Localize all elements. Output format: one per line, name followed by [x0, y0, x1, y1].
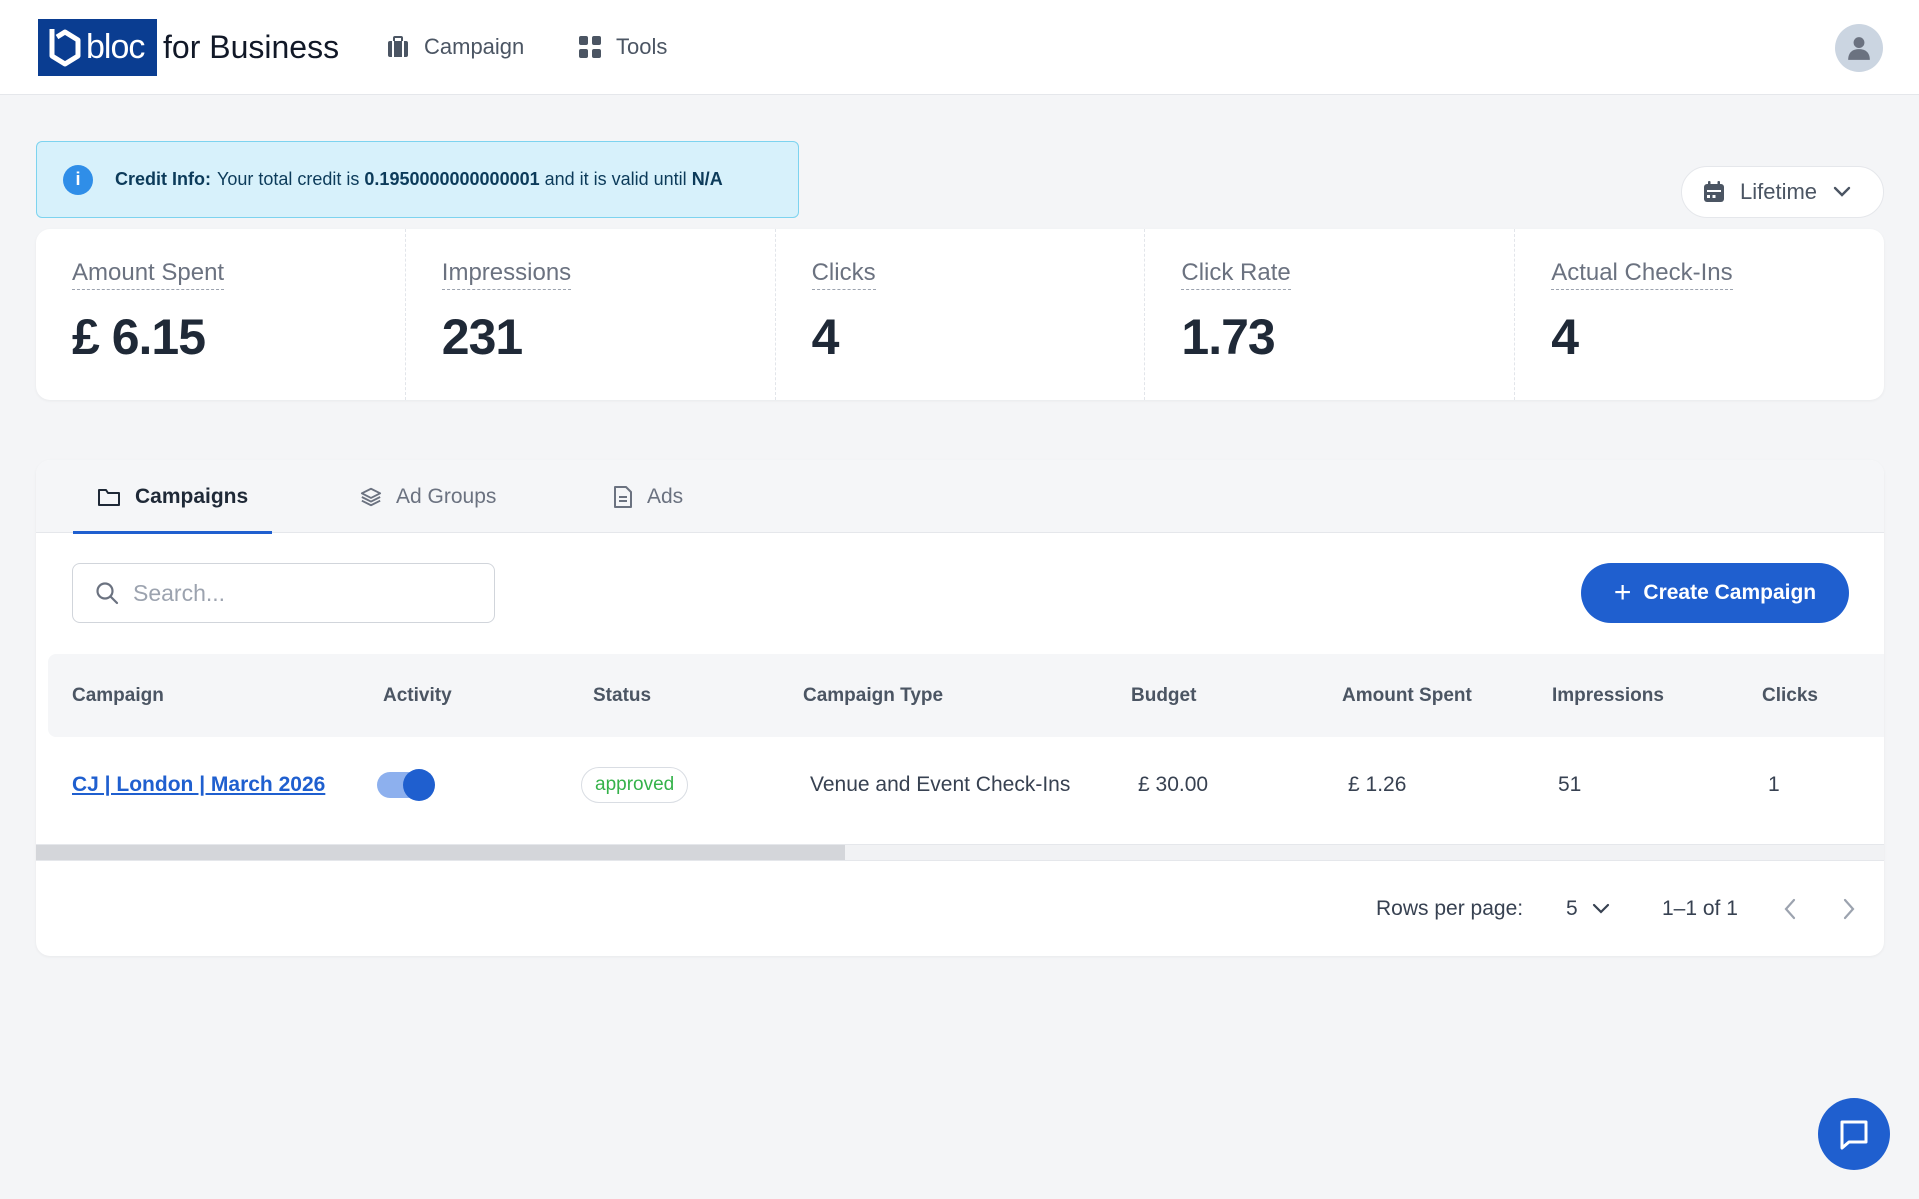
col-campaign[interactable]: Campaign: [72, 684, 164, 706]
metric-click-rate: Click Rate 1.73: [1145, 229, 1516, 400]
chevron-right-icon: [1843, 898, 1855, 920]
briefcase-icon: [388, 36, 408, 57]
toggle-knob: [403, 769, 435, 801]
nav-tools[interactable]: Tools: [578, 28, 667, 66]
rows-per-page-select[interactable]: 5: [1566, 861, 1610, 956]
nav-campaign-label: Campaign: [424, 34, 525, 59]
cell-campaign-type: Venue and Event Check-Ins: [810, 773, 1071, 796]
cell-impressions: 51: [1558, 773, 1582, 796]
credit-text-1: Your total credit is: [217, 169, 360, 189]
prev-page-button[interactable]: [1783, 861, 1797, 956]
top-header: bloc for Business Campaign Tools: [0, 0, 1919, 95]
col-budget[interactable]: Budget: [1131, 684, 1197, 706]
tab-label: Ads: [647, 484, 684, 508]
cell-amount-spent: £ 1.26: [1348, 773, 1407, 796]
credit-label: Credit Info:: [115, 169, 211, 189]
metric-amount-spent: Amount Spent £ 6.15: [36, 229, 406, 400]
user-avatar[interactable]: [1835, 24, 1883, 72]
metric-impressions: Impressions 231: [406, 229, 776, 400]
metric-label[interactable]: Clicks: [811, 259, 876, 290]
credit-valid-until: N/A: [691, 169, 723, 189]
document-icon: [614, 485, 632, 508]
logo[interactable]: bloc for Business: [38, 19, 339, 76]
col-activity[interactable]: Activity: [383, 684, 452, 706]
calendar-icon: [1704, 181, 1724, 202]
hexagon-logo-icon: [49, 28, 81, 66]
layers-icon: [360, 487, 382, 506]
col-amount-spent[interactable]: Amount Spent: [1342, 684, 1472, 706]
logo-mark: bloc: [38, 19, 157, 76]
chevron-down-icon: [1833, 186, 1851, 197]
metric-label[interactable]: Amount Spent: [72, 259, 225, 290]
search-box[interactable]: [72, 563, 495, 623]
info-icon: i: [63, 164, 93, 195]
scrollbar-thumb[interactable]: [36, 845, 845, 860]
col-impressions[interactable]: Impressions: [1552, 684, 1664, 706]
create-campaign-button[interactable]: + Create Campaign: [1581, 563, 1849, 623]
search-input[interactable]: [133, 579, 463, 607]
create-campaign-label: Create Campaign: [1643, 581, 1817, 604]
activity-toggle[interactable]: [377, 769, 435, 801]
chat-launcher-button[interactable]: [1818, 1098, 1890, 1170]
date-range-dropdown[interactable]: Lifetime: [1681, 166, 1884, 218]
date-range-label: Lifetime: [1740, 179, 1818, 204]
metric-label[interactable]: Impressions: [441, 259, 572, 290]
pagination: Rows per page: 5 1–1 of 1: [36, 860, 1884, 956]
pagination-range: 1–1 of 1: [1662, 897, 1738, 920]
logo-suffix: for Business: [163, 29, 340, 65]
tab-campaigns[interactable]: Campaigns: [72, 460, 273, 534]
col-campaign-type[interactable]: Campaign Type: [803, 684, 944, 706]
metric-label[interactable]: Click Rate: [1181, 259, 1291, 290]
cell-campaign: CJ | London | March 2026: [72, 737, 325, 833]
next-page-button[interactable]: [1842, 861, 1856, 956]
metric-label[interactable]: Actual Check-Ins: [1551, 259, 1733, 290]
horizontal-scrollbar[interactable]: [36, 844, 1884, 860]
plus-icon: +: [1613, 576, 1632, 609]
metric-value: 231: [441, 309, 523, 365]
metric-clicks: Clicks 4: [776, 229, 1146, 400]
col-status[interactable]: Status: [593, 684, 652, 706]
chevron-left-icon: [1784, 898, 1796, 920]
col-clicks[interactable]: Clicks: [1762, 684, 1818, 706]
metric-value: £ 6.15: [72, 309, 206, 365]
tab-bar: Campaigns Ad Groups Ads: [36, 460, 1884, 534]
rows-per-page-value: 5: [1566, 897, 1578, 920]
tab-ad-groups[interactable]: Ad Groups: [360, 460, 496, 533]
nav-tools-label: Tools: [616, 34, 668, 59]
table-header: Campaign Activity Status Campaign Type B…: [48, 654, 1884, 737]
chat-bubble-icon: [1840, 1120, 1868, 1150]
cell-activity: [377, 737, 435, 833]
tab-ads[interactable]: Ads: [613, 460, 683, 533]
rows-per-page-label: Rows per page:: [1376, 897, 1524, 920]
metrics-summary: Amount Spent £ 6.15 Impressions 231 Clic…: [36, 229, 1884, 400]
credit-info-banner: i Credit Info: Your total credit is 0.19…: [36, 141, 799, 218]
table-row: CJ | London | March 2026 approved Venue …: [36, 737, 1884, 833]
logo-word: bloc: [86, 28, 145, 66]
metric-value: 4: [811, 309, 840, 365]
nav-campaign[interactable]: Campaign: [386, 28, 524, 66]
search-icon: [96, 582, 119, 605]
folder-icon: [98, 488, 120, 506]
cell-clicks: 1: [1768, 773, 1780, 796]
credit-amount: 0.1950000000000001: [364, 169, 540, 189]
campaigns-panel: Campaigns Ad Groups Ads + Create Campai: [36, 460, 1884, 956]
cell-status: approved: [581, 737, 689, 833]
tab-label: Campaigns: [135, 484, 249, 508]
cell-budget: £ 30.00: [1138, 773, 1209, 796]
campaign-link[interactable]: CJ | London | March 2026: [72, 773, 326, 796]
metric-value: 4: [1551, 309, 1579, 365]
metric-actual-check-ins: Actual Check-Ins 4: [1515, 229, 1884, 400]
tab-label: Ad Groups: [396, 484, 497, 508]
grid-icon: [579, 36, 601, 58]
status-badge: approved: [581, 767, 689, 803]
metric-value: 1.73: [1181, 309, 1275, 365]
chevron-down-icon: [1592, 903, 1609, 914]
credit-text-2: and it is valid until: [544, 169, 687, 189]
user-icon: [1848, 37, 1870, 60]
